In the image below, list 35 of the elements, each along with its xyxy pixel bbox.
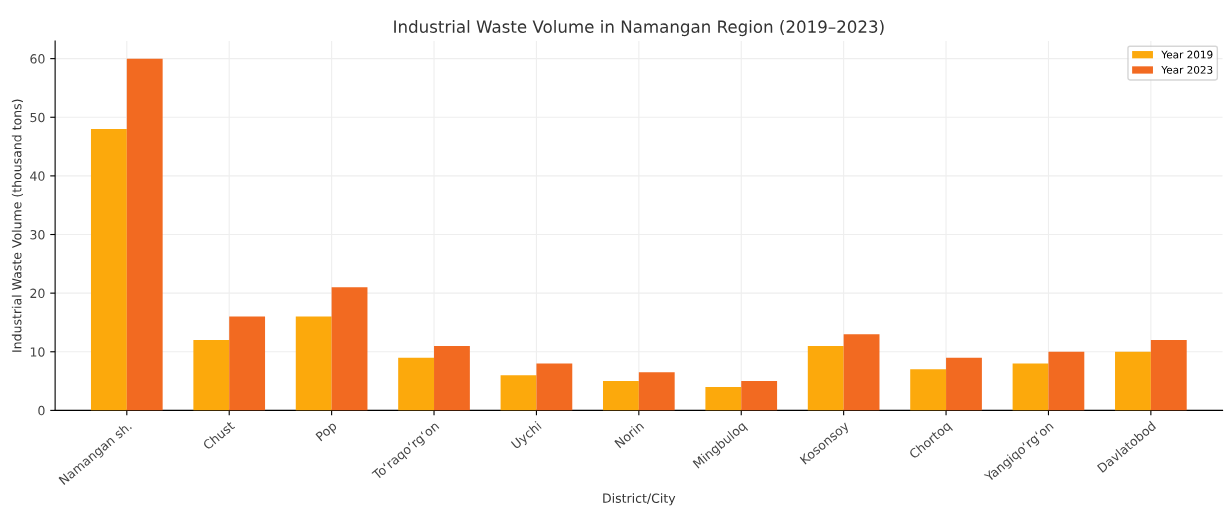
bar [229,316,266,411]
legend-label: Year 2023 [1161,65,1213,74]
bar [500,375,537,411]
bar [295,316,332,411]
bar [603,381,639,411]
y-tick-label: 0 [38,405,45,416]
bar [1150,340,1187,411]
bar [1115,351,1151,411]
bar [910,369,947,411]
bar [843,334,880,411]
bar [1048,351,1085,411]
legend-label: Year 2019 [1161,50,1213,59]
bar [126,58,163,411]
bar [705,386,742,411]
y-tick-label: 10 [30,347,45,357]
y-tick-label: 60 [30,54,45,64]
bar [90,128,127,411]
y-tick-label: 30 [30,229,45,240]
y-tick-label: 20 [30,288,45,299]
y-tick-label: 50 [30,112,45,123]
bar [398,357,435,411]
bar [741,381,778,411]
bar [434,345,470,411]
bar [807,345,844,411]
y-axis-title: Industrial Waste Volume (thousand tons) [11,99,23,352]
x-tick-label: Pop [315,420,339,444]
bar [638,372,675,411]
bar [946,357,982,411]
bar [193,340,230,411]
bar [1012,363,1049,411]
y-tick-label: 40 [30,171,45,181]
chart-title: Industrial Waste Volume in Namangan Region (2019–2023) [394,20,884,37]
bar [331,287,368,411]
x-axis-title: District/City [603,493,676,506]
bar [536,363,573,411]
